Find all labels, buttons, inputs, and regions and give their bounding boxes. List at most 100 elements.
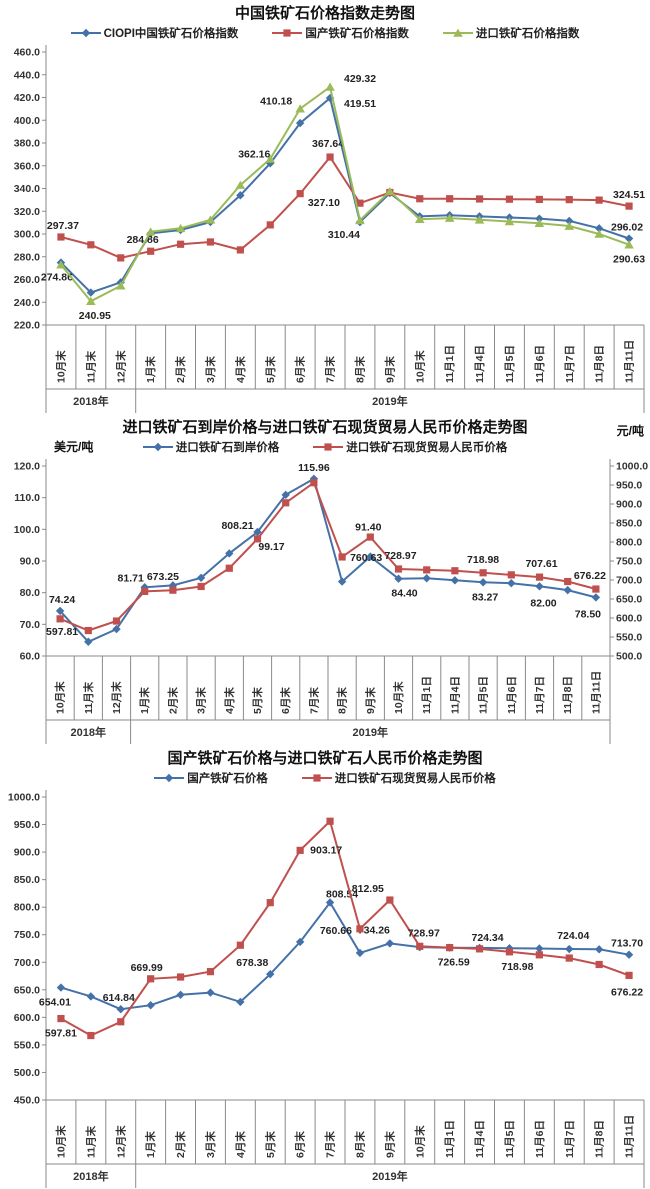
y-axis-right-tick-label: 500.0 bbox=[616, 651, 642, 663]
y-axis-tick-label: 90.0 bbox=[20, 556, 41, 568]
x-axis-category-label: 11月5日 bbox=[504, 1120, 516, 1158]
data-point-marker bbox=[236, 941, 244, 949]
data-point-marker bbox=[338, 553, 346, 561]
data-point-marker bbox=[56, 983, 66, 992]
data-point-marker bbox=[325, 82, 335, 91]
legend-item-label: 进口铁矿石现货贸易人民币价格 bbox=[346, 442, 508, 454]
x-axis-year-band: 2018年 2019年 bbox=[45, 1164, 645, 1188]
data-point-marker bbox=[563, 585, 572, 595]
data-point-marker bbox=[564, 221, 575, 230]
data-point-label: 724.04 bbox=[557, 930, 589, 942]
x-axis-category-label: 3月末 bbox=[195, 687, 208, 714]
data-point-label: 91.40 bbox=[355, 522, 381, 534]
data-point-label: 240.95 bbox=[79, 310, 111, 322]
data-point-label: 82.00 bbox=[530, 597, 556, 609]
x-axis-category-label: 11月5日 bbox=[504, 345, 516, 383]
legend-item: 进口铁矿石现货贸易人民币价格 bbox=[313, 439, 507, 455]
x-axis-year-label: 2018年 bbox=[73, 394, 108, 408]
data-point-label: 707.61 bbox=[525, 558, 557, 570]
x-axis-year-label: 2019年 bbox=[372, 1169, 407, 1183]
data-point-marker bbox=[147, 247, 155, 255]
data-point-marker bbox=[535, 214, 544, 223]
data-point-marker bbox=[446, 195, 454, 203]
x-axis-category-label: 10月末 bbox=[54, 681, 67, 714]
y-axis-tick-label: 120.0 bbox=[14, 461, 40, 473]
data-point-label: 74.24 bbox=[49, 594, 75, 606]
x-axis-category-label: 11月1日 bbox=[444, 345, 456, 383]
data-point-label: 673.25 bbox=[147, 571, 179, 583]
data-point-marker bbox=[565, 954, 573, 962]
left-axis-unit-label: 美元/吨 bbox=[54, 440, 94, 454]
data-point-marker bbox=[535, 944, 544, 953]
data-point-label: 84.40 bbox=[391, 588, 417, 600]
data-point-marker bbox=[310, 479, 318, 487]
data-point-label: 713.70 bbox=[611, 938, 643, 950]
x-axis-category-label: 11月8日 bbox=[594, 1120, 606, 1158]
x-axis-category-label: 5月末 bbox=[251, 687, 264, 714]
y-axis-tick-label: 60.0 bbox=[20, 651, 41, 663]
data-point-marker bbox=[296, 846, 304, 854]
chart-title: 进口铁矿石到岸价格与进口铁矿石现货贸易人民币价格走势图 bbox=[122, 419, 528, 436]
data-point-marker bbox=[265, 154, 276, 163]
series-line bbox=[60, 900, 630, 1011]
x-axis-category-label: 3月末 bbox=[204, 356, 217, 383]
data-point-marker bbox=[57, 1014, 65, 1023]
data-point-marker bbox=[197, 582, 205, 591]
data-point-label: 724.34 bbox=[471, 932, 503, 944]
x-axis-category-label: 11月6日 bbox=[534, 345, 546, 383]
data-point-marker bbox=[146, 1001, 155, 1010]
data-point-marker bbox=[236, 246, 244, 254]
data-point-label: 327.10 bbox=[308, 197, 340, 209]
y-axis-tick-label: 70.0 bbox=[20, 619, 41, 631]
data-point-label: 310.44 bbox=[328, 229, 360, 241]
series-line bbox=[60, 155, 630, 259]
series-line bbox=[59, 481, 597, 632]
x-axis-category-label: 11月7日 bbox=[564, 345, 576, 383]
y-axis-tick-label: 380.0 bbox=[14, 138, 40, 150]
data-point-marker bbox=[475, 195, 484, 203]
data-point-label: 728.97 bbox=[384, 550, 416, 562]
data-point-marker bbox=[592, 585, 600, 593]
data-point-marker bbox=[355, 948, 365, 958]
x-axis-category-label: 11月11日 bbox=[624, 340, 636, 383]
y-axis-tick-label: 460.0 bbox=[14, 47, 40, 59]
data-point-label: 678.38 bbox=[236, 957, 268, 969]
data-point-marker bbox=[165, 773, 174, 783]
data-point-marker bbox=[565, 216, 574, 226]
data-point-marker bbox=[86, 288, 96, 297]
x-axis-category-label: 11月1日 bbox=[421, 676, 433, 714]
y-axis-tick-label: 80.0 bbox=[20, 587, 41, 599]
data-point-marker bbox=[84, 626, 92, 635]
y-axis-tick-label: 950.0 bbox=[14, 819, 40, 831]
series-square: 597.81 673.25 808.21 760.63 728.97 718.98 707.… bbox=[46, 479, 606, 638]
chart-import-cif-vs-rmb-price: 进口铁矿石到岸价格与进口铁矿石现货贸易人民币价格走势图 美元/吨 元/吨 进口铁… bbox=[0, 414, 650, 745]
x-axis-category-label: 6月末 bbox=[294, 356, 307, 383]
data-point-label: 274.86 bbox=[41, 272, 73, 284]
x-axis-category-label: 6月末 bbox=[294, 1131, 307, 1158]
y-axis-tick-label: 900.0 bbox=[14, 847, 40, 859]
legend-marker-square-icon bbox=[313, 443, 344, 451]
chart-china-iron-ore-price-index: 中国铁矿石价格指数走势图 CIOPI中国铁矿石价格指数 国产铁矿石价格指数 进口铁矿… bbox=[0, 0, 650, 414]
data-point-label: 99.17 bbox=[258, 541, 284, 553]
chart-domestic-vs-import-rmb-price: 国产铁矿石价格与进口铁矿石人民币价格走势图 国产铁矿石价格 进口铁矿石现货贸易人民… bbox=[0, 745, 650, 1189]
data-point-label: 284.86 bbox=[127, 234, 159, 246]
data-point-marker bbox=[565, 944, 574, 954]
data-point-marker bbox=[446, 944, 454, 952]
data-point-marker bbox=[535, 573, 544, 581]
x-axis-category-label: 2月末 bbox=[166, 687, 179, 714]
x-axis-category-label: 11月末 bbox=[82, 681, 95, 714]
data-point-marker bbox=[507, 571, 515, 579]
chart-canvas: 60.0 70.0 80.0 90.0 100.0 110.0 120.0 500.0 550.… bbox=[14, 459, 648, 744]
data-point-marker bbox=[206, 968, 215, 976]
y-axis-right-tick-label: 1000.0 bbox=[616, 461, 648, 473]
data-point-marker bbox=[450, 576, 460, 585]
y-axis-right-tick-label: 700.0 bbox=[616, 575, 642, 587]
data-point-label: 78.50 bbox=[575, 608, 601, 620]
y-axis-right-tick-label: 550.0 bbox=[616, 632, 642, 644]
x-axis-year-label: 2018年 bbox=[71, 725, 106, 739]
data-point-marker bbox=[505, 195, 514, 203]
data-point-marker bbox=[295, 118, 305, 128]
x-axis-year-label: 2019年 bbox=[372, 394, 407, 408]
legend-item-label: CIOPI中国铁矿石价格指数 bbox=[103, 28, 239, 40]
